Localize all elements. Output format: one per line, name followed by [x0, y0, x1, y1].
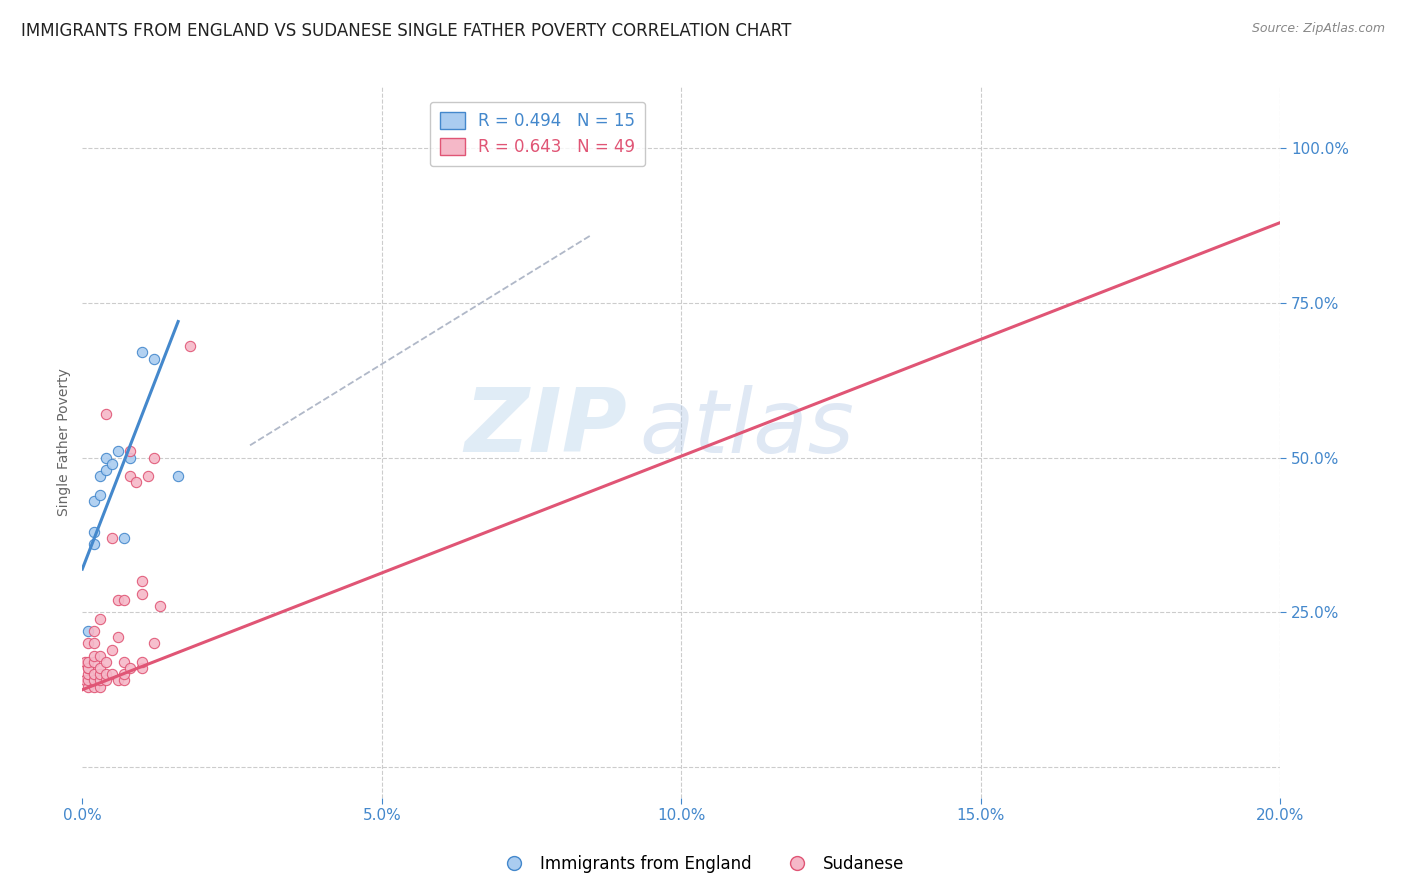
Point — [107, 444, 129, 458]
Point — [83, 524, 105, 539]
Point — [167, 469, 190, 483]
Point — [77, 661, 100, 675]
Point — [83, 624, 105, 638]
Point — [83, 680, 105, 694]
Point — [131, 345, 153, 359]
Point — [75, 673, 97, 688]
Point — [89, 661, 111, 675]
Point — [89, 488, 111, 502]
Point — [143, 450, 166, 465]
Point — [89, 667, 111, 681]
Point — [112, 667, 135, 681]
Point — [143, 351, 166, 366]
Point — [120, 661, 142, 675]
Point — [77, 655, 100, 669]
Point — [101, 457, 124, 471]
Point — [83, 537, 105, 551]
Point — [83, 655, 105, 669]
Point — [107, 673, 129, 688]
Point — [83, 636, 105, 650]
Point — [77, 661, 100, 675]
Point — [96, 667, 118, 681]
Point — [83, 494, 105, 508]
Point — [77, 636, 100, 650]
Point — [143, 636, 166, 650]
Point — [77, 680, 100, 694]
Point — [89, 648, 111, 663]
Point — [96, 450, 118, 465]
Point — [77, 667, 100, 681]
Point — [125, 475, 148, 490]
Point — [136, 469, 159, 483]
Point — [112, 531, 135, 545]
Point — [112, 655, 135, 669]
Point — [112, 593, 135, 607]
Point — [83, 667, 105, 681]
Point — [149, 599, 172, 614]
Point — [107, 593, 129, 607]
Point — [89, 680, 111, 694]
Legend: R = 0.494   N = 15, R = 0.643   N = 49: R = 0.494 N = 15, R = 0.643 N = 49 — [430, 102, 645, 167]
Point — [75, 655, 97, 669]
Point — [89, 673, 111, 688]
Text: IMMIGRANTS FROM ENGLAND VS SUDANESE SINGLE FATHER POVERTY CORRELATION CHART: IMMIGRANTS FROM ENGLAND VS SUDANESE SING… — [21, 22, 792, 40]
Point — [131, 587, 153, 601]
Point — [83, 648, 105, 663]
Point — [83, 673, 105, 688]
Point — [101, 642, 124, 657]
Point — [77, 673, 100, 688]
Text: atlas: atlas — [640, 385, 855, 471]
Point — [179, 339, 201, 353]
Legend: Immigrants from England, Sudanese: Immigrants from England, Sudanese — [495, 848, 911, 880]
Point — [112, 673, 135, 688]
Point — [101, 667, 124, 681]
Point — [96, 408, 118, 422]
Point — [89, 469, 111, 483]
Text: Source: ZipAtlas.com: Source: ZipAtlas.com — [1251, 22, 1385, 36]
Point — [96, 673, 118, 688]
Point — [120, 444, 142, 458]
Point — [131, 661, 153, 675]
Y-axis label: Single Father Poverty: Single Father Poverty — [58, 368, 72, 516]
Point — [89, 611, 111, 625]
Point — [77, 624, 100, 638]
Point — [120, 450, 142, 465]
Point — [101, 531, 124, 545]
Point — [96, 463, 118, 477]
Point — [96, 655, 118, 669]
Text: ZIP: ZIP — [464, 384, 627, 472]
Point — [120, 469, 142, 483]
Point — [131, 574, 153, 589]
Point — [131, 655, 153, 669]
Point — [107, 630, 129, 644]
